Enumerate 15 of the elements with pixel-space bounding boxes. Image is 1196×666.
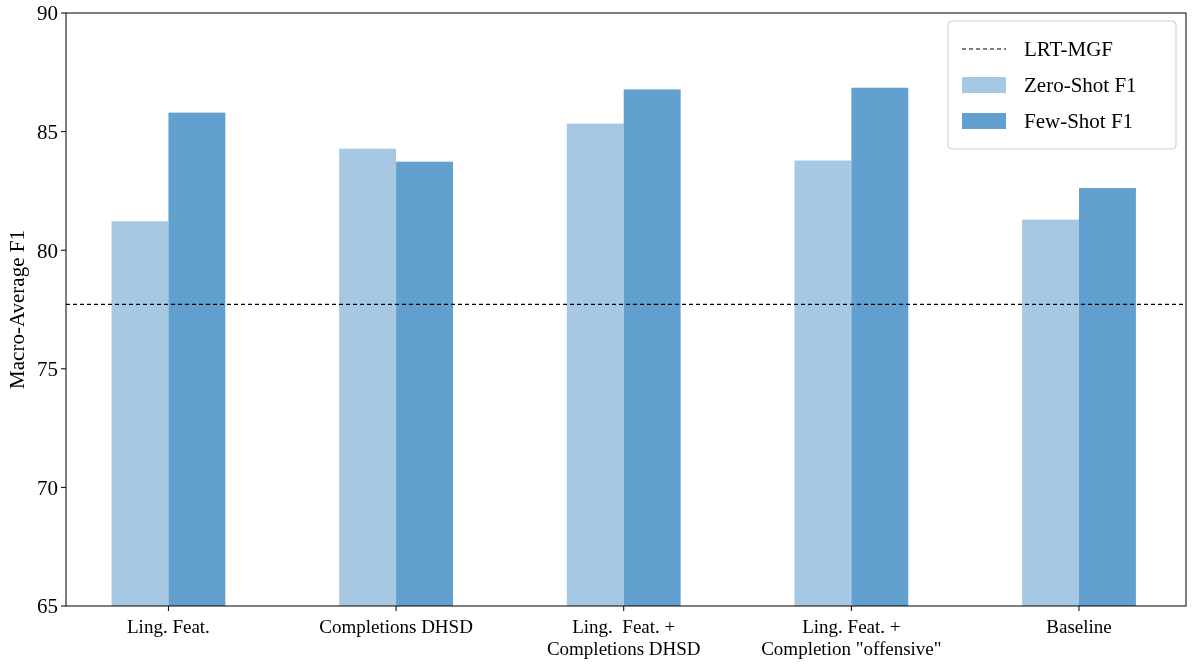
x-tick-label: Ling. Feat. + Completion "offensive" [761, 616, 942, 659]
x-tick-label: Ling. Feat. + Completions DHSD [546, 616, 701, 659]
legend-label: LRT-MGF [1024, 37, 1113, 62]
y-tick-label: 75 [37, 357, 58, 382]
x-tick-label: Baseline [1046, 616, 1112, 637]
legend-label: Few-Shot F1 [1024, 109, 1134, 134]
y-tick-label: 80 [37, 238, 58, 263]
y-tick-label: 85 [37, 119, 58, 144]
y-tick-label: 70 [37, 475, 58, 500]
y-axis-title: Macro-Average F1 [5, 230, 29, 389]
y-tick-label: 65 [37, 594, 58, 619]
legend-label: Zero-Shot F1 [1024, 73, 1137, 98]
x-tick-label: Ling. Feat. [127, 616, 210, 637]
y-tick-label: 90 [37, 1, 58, 26]
x-tick-label: Completions DHSD [319, 616, 473, 637]
